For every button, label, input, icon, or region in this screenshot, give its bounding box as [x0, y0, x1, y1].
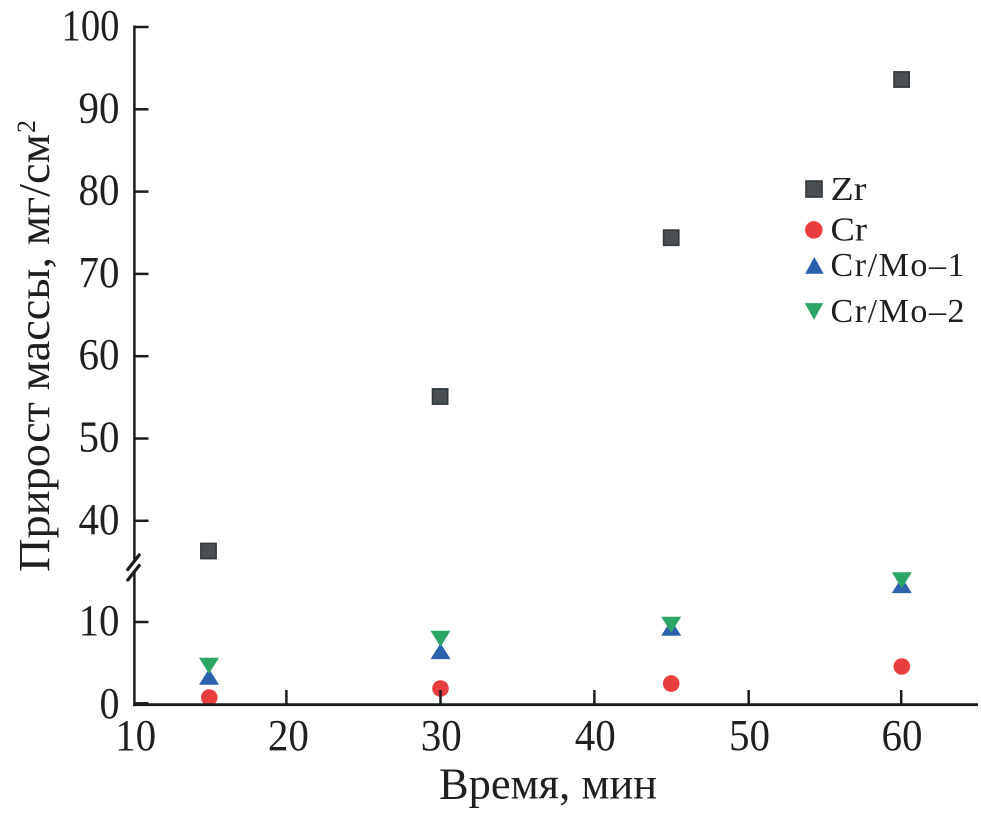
- svg-text:10: 10: [115, 711, 156, 760]
- svg-text:Cr/Mo–1: Cr/Mo–1: [831, 247, 965, 284]
- svg-text:30: 30: [421, 711, 462, 760]
- svg-text:Cr: Cr: [831, 212, 868, 249]
- svg-text:90: 90: [79, 83, 120, 132]
- svg-text:60: 60: [79, 330, 120, 379]
- svg-text:70: 70: [79, 248, 120, 297]
- svg-text:80: 80: [79, 166, 120, 215]
- svg-text:Cr/Mo–2: Cr/Mo–2: [831, 293, 965, 330]
- svg-text:Zr: Zr: [831, 171, 868, 208]
- svg-text:10: 10: [79, 596, 120, 645]
- svg-text:100: 100: [62, 1, 120, 50]
- svg-text:20: 20: [268, 711, 309, 760]
- svg-text:60: 60: [882, 711, 923, 760]
- svg-text:Время, мин: Время, мин: [439, 759, 657, 809]
- svg-text:40: 40: [575, 711, 616, 760]
- svg-text:40: 40: [79, 495, 120, 544]
- svg-text:2: 2: [12, 120, 41, 133]
- svg-text:0: 0: [100, 679, 120, 728]
- svg-text:50: 50: [79, 413, 120, 462]
- svg-text:Прирост массы, мг/см: Прирост массы, мг/см: [9, 134, 59, 572]
- svg-text:50: 50: [729, 711, 770, 760]
